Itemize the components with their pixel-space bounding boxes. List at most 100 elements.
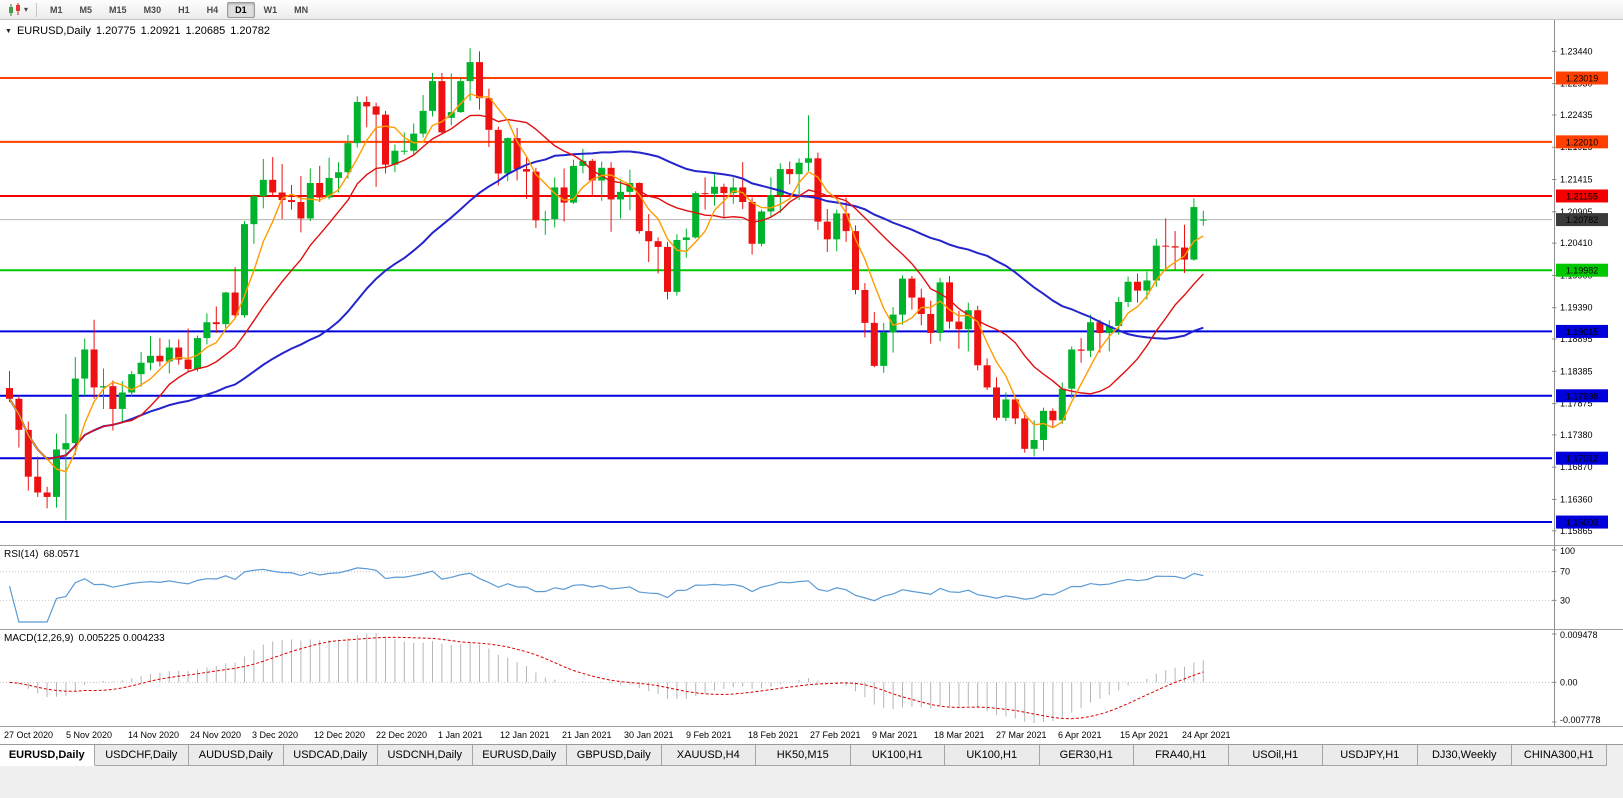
candle-body [1087, 322, 1094, 351]
macd-axis-label: 0.009478 [1560, 630, 1598, 640]
candle-body [541, 219, 549, 221]
candle-body [53, 449, 60, 497]
candle-body [372, 106, 380, 115]
candle-body [823, 221, 831, 240]
candle-body [964, 310, 972, 330]
chart-tab-dj30-weekly[interactable]: DJ30,Weekly [1417, 745, 1512, 766]
macd-histogram [18, 633, 1204, 724]
candle-body [673, 239, 681, 292]
candle-body [316, 183, 324, 198]
chart-tab-usoil-h1[interactable]: USOil,H1 [1228, 745, 1323, 766]
period-button-w1[interactable]: W1 [263, 4, 278, 15]
candle-body [560, 187, 568, 203]
candle-body [241, 224, 248, 316]
date-axis-label: 18 Mar 2021 [934, 730, 985, 740]
collapse-triangle-icon[interactable]: ▼ [5, 27, 12, 35]
chart-tab-hk50-m15[interactable]: HK50,M15 [756, 745, 851, 766]
candle-body [231, 292, 239, 316]
date-axis-label: 22 Dec 2020 [376, 730, 428, 740]
chevron-down-icon: ▾ [24, 4, 29, 14]
date-axis-label: 27 Mar 2021 [996, 730, 1047, 740]
candle-body [664, 246, 671, 292]
period-button-m1[interactable]: M1 [50, 4, 63, 15]
ma-fast-line [8, 92, 1204, 473]
candle-body [946, 282, 953, 322]
price-axis-label: 1.19390 [1560, 303, 1593, 313]
candle-body [1040, 410, 1047, 440]
candle-body [720, 186, 728, 194]
candle-body [1030, 439, 1038, 449]
period-button-m30[interactable]: M30 [143, 4, 162, 15]
candle-body [1058, 388, 1066, 421]
price-axis-label: 1.23440 [1560, 46, 1593, 56]
candle-body [598, 167, 606, 181]
price-axis-label: 1.22435 [1560, 110, 1593, 120]
rsi-axis-label: 100 [1560, 546, 1575, 556]
price-chart-panel[interactable]: 1.234401.229301.224351.219251.214151.209… [0, 20, 1623, 545]
macd-name: MACD(12,26,9) [4, 633, 74, 644]
candle-body [62, 443, 70, 450]
candle-body [447, 112, 455, 118]
macd-axis-label: -0.007778 [1560, 715, 1601, 725]
ohlc-low-value: 1.20685 [185, 25, 226, 37]
chart-tab-usdcnh-daily[interactable]: USDCNH,Daily [378, 745, 473, 766]
candle-body [1171, 246, 1179, 248]
chart-tab-audusd-daily[interactable]: AUDUSD,Daily [189, 745, 284, 766]
chart-tab-usdchf-daily[interactable]: USDCHF,Daily [94, 745, 189, 766]
candle-body [306, 183, 314, 219]
chart-tab-uk100-h1[interactable]: UK100,H1 [850, 745, 945, 766]
level-price-badge-text: 1.19015 [1566, 327, 1599, 337]
candle-body [635, 183, 643, 232]
period-button-h4[interactable]: H4 [206, 4, 219, 15]
period-button-mn[interactable]: MN [294, 4, 309, 15]
ohlc-high-value: 1.20921 [140, 25, 181, 37]
level-price-badge [1556, 263, 1608, 277]
period-button-h1[interactable]: H1 [178, 4, 190, 15]
chart-tab-china300-h1[interactable]: CHINA300,H1 [1512, 745, 1607, 766]
date-axis-label: 14 Nov 2020 [128, 730, 180, 740]
period-button-group: M1 M5 M15 M30 H1 H4 D1 W1 MN [42, 1, 316, 18]
chart-tab-eurusd-daily[interactable]: EURUSD,Daily [472, 745, 567, 766]
macd-indicator-panel[interactable]: 0.009478 0.00 -0.007778 MACD(12,26,9) 0.00… [0, 630, 1623, 726]
chart-tab-usdjpy-h1[interactable]: USDJPY,H1 [1323, 745, 1418, 766]
candle-body [363, 101, 371, 107]
price-axis-label: 1.18895 [1560, 334, 1593, 344]
chart-tab-uk100-h1[interactable]: UK100,H1 [945, 745, 1040, 766]
chart-symbol-label: EURUSD,Daily [16, 25, 91, 37]
candle-body [551, 187, 559, 220]
candle-body [353, 101, 361, 144]
chart-tab-eurusd-daily[interactable]: EURUSD,Daily [0, 745, 95, 766]
candle-body [419, 110, 427, 134]
period-button-m15[interactable]: M15 [109, 4, 127, 15]
candle-body [203, 322, 211, 339]
level-price-badge-text: 1.17998 [1566, 391, 1599, 401]
price-axis-label: 1.20410 [1560, 238, 1593, 248]
chart-type-button[interactable]: ▾ [4, 2, 31, 18]
date-axis-label: 24 Apr 2021 [1182, 730, 1231, 740]
chart-tab-xauusd-h4[interactable]: XAUUSD,H4 [661, 745, 756, 766]
candle-body [1077, 349, 1085, 351]
candle-body [814, 158, 822, 222]
panel-separator [0, 726, 1623, 727]
rsi-indicator-panel[interactable]: 100 70 30 RSI(14) 68.0571 [0, 546, 1623, 629]
rsi-indicator-label: RSI(14) 68.0571 [4, 549, 80, 560]
candle-body [391, 150, 399, 165]
period-button-m5[interactable]: M5 [79, 4, 93, 15]
candle-body [156, 355, 164, 362]
panel-separator[interactable] [0, 629, 1623, 630]
chart-tab-ger30-h1[interactable]: GER30,H1 [1039, 745, 1134, 766]
level-price-badge-text: 1.22010 [1566, 137, 1599, 147]
candle-body [711, 186, 718, 194]
chart-tab-gbpusd-daily[interactable]: GBPUSD,Daily [567, 745, 662, 766]
chart-tab-usdcad-daily[interactable]: USDCAD,Daily [283, 745, 378, 766]
candle-body [175, 347, 183, 360]
period-button-d1[interactable]: D1 [227, 1, 255, 18]
candle-body [429, 81, 436, 111]
level-price-badge [1556, 189, 1608, 203]
candle-body [776, 169, 784, 196]
chart-tab-fra40-h1[interactable]: FRA40,H1 [1134, 745, 1229, 766]
panel-separator[interactable] [0, 545, 1623, 546]
price-axis-label: 1.20905 [1560, 207, 1593, 217]
candle-body [805, 158, 812, 163]
level-price-badge-text: 1.20782 [1566, 215, 1599, 225]
